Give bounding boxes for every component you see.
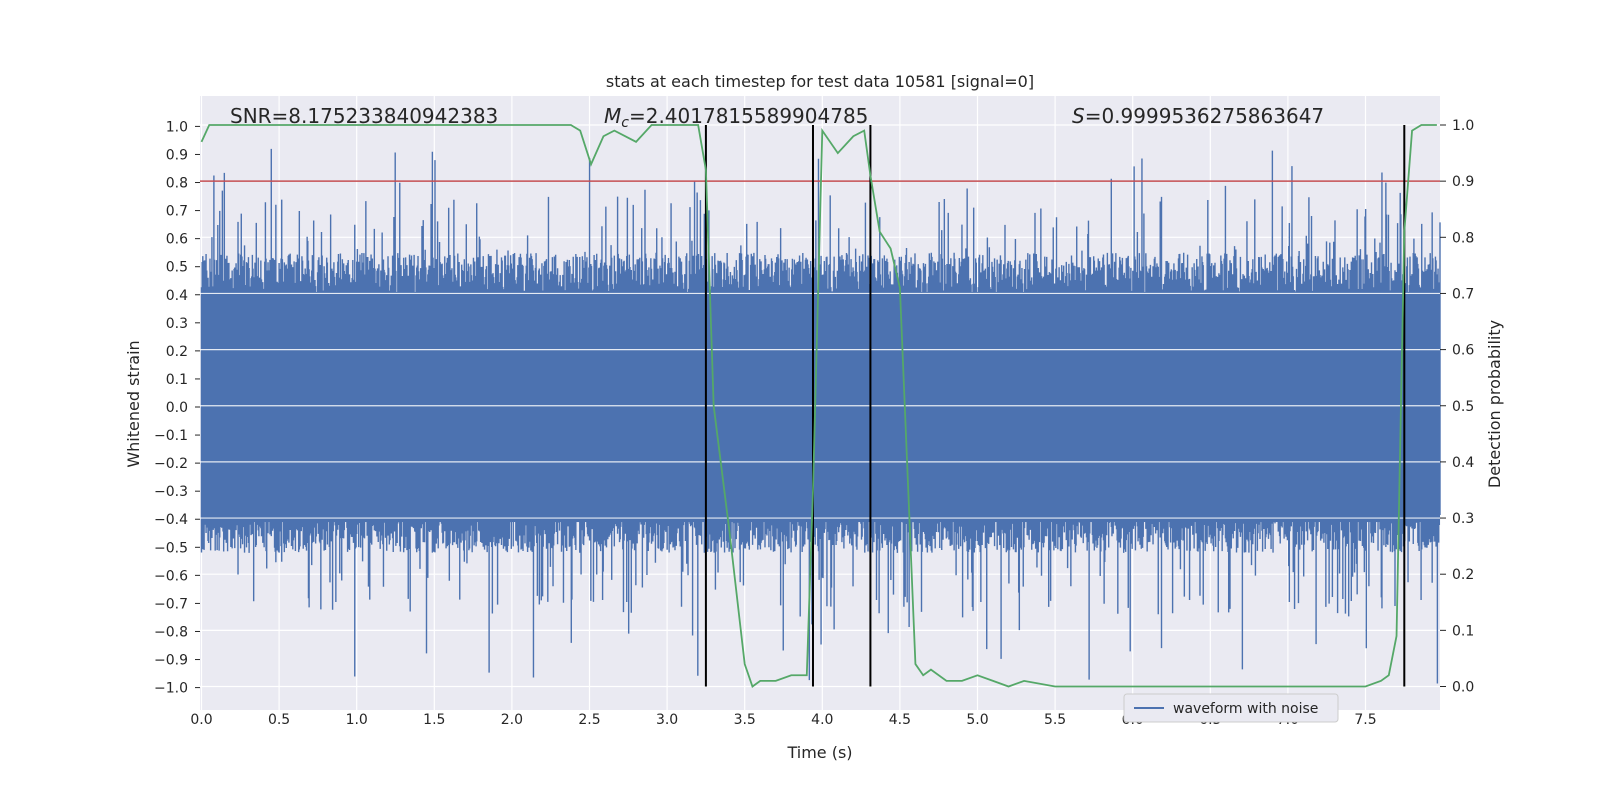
legend: waveform with noise [1123,693,1339,723]
x-tick-label: 1.0 [346,712,368,728]
x-tick-label: 0.5 [268,712,290,728]
y2-tick-label: 0.1 [1452,623,1474,639]
x-tick-label: 5.5 [1044,712,1066,728]
x-tick-label: 4.0 [811,712,833,728]
y-tick-label: −0.6 [154,568,188,584]
y2-tick-label: 0.3 [1452,511,1474,527]
x-tick-label: 5.0 [966,712,988,728]
y2-tick-label: 0.0 [1452,680,1474,696]
snr-annotation: SNR=8.175233840942383 [230,104,498,128]
y2-axis-label: Detection probability [1485,320,1504,488]
y-tick-label: −0.8 [154,624,188,640]
y2-tick-label: 0.6 [1452,343,1474,359]
x-ticks: 0.00.51.01.52.02.53.03.54.04.55.05.56.06… [190,712,1376,728]
legend-label: waveform with noise [1173,701,1318,717]
y2-tick-label: 0.5 [1452,399,1474,415]
y-tick-label: −0.9 [154,653,188,669]
y2-tick-label: 0.7 [1452,286,1474,302]
s-annotation: S=0.9999536275863647 [1072,104,1324,128]
y2-tick-label: 0.9 [1452,174,1474,190]
x-tick-label: 2.0 [501,712,523,728]
chirp-mass-annotation: Mc=2.4017815589904785 [604,104,868,131]
y-tick-label: 0.6 [166,232,188,248]
y-tick-label: 0.1 [166,372,188,388]
y-tick-label: 0.7 [166,204,188,220]
y2-tick-label: 0.8 [1452,230,1474,246]
x-tick-label: 3.0 [656,712,678,728]
x-tick-label: 2.5 [578,712,600,728]
x-tick-label: 4.5 [889,712,911,728]
y-tick-label: −0.7 [154,596,188,612]
y-tick-label: −1.0 [154,681,188,697]
y-tick-label: −0.1 [154,428,188,444]
chirp-mass-subscript: c [621,115,629,131]
s-symbol: S [1072,104,1085,128]
y-tick-label: 1.0 [166,119,188,135]
x-axis-label: Time (s) [786,743,852,762]
y2-ticks: 1.0 0.9 0.8 0.7 0.6 0.5 0.4 0.3 0.2 0.1 0.0 [1440,118,1474,696]
y-tick-label: −0.2 [154,456,188,472]
chirp-mass-symbol: M [604,104,621,128]
y-tick-label: 0.3 [166,316,188,332]
y-tick-label: 0.9 [166,147,188,163]
y-tick-label: −0.4 [154,512,188,528]
chirp-mass-value: =2.4017815589904785 [629,104,868,128]
y-tick-label: 0.2 [166,344,188,360]
y2-tick-label: 0.4 [1452,455,1474,471]
overlays [200,124,1440,688]
y-tick-label: 0.5 [166,260,188,276]
waveform-body [201,291,1440,523]
y2-tick-label: 1.0 [1452,118,1474,134]
legend-box [1123,693,1339,723]
x-tick-label: 1.5 [423,712,445,728]
detection-probability-line [200,124,1437,688]
x-tick-label: 7.5 [1354,712,1376,728]
y-tick-label: 0.0 [166,400,188,416]
x-tick-label: 3.5 [734,712,756,728]
y-tick-label: −0.5 [154,540,188,556]
s-value: =0.9999536275863647 [1085,104,1324,128]
x-tick-label: 0.0 [190,712,212,728]
y-tick-label: 0.4 [166,288,188,304]
waveform-series [200,148,1441,684]
y-tick-label: 0.8 [166,176,188,192]
y-ticks: 1.0 0.9 0.8 0.7 0.6 0.5 0.4 0.3 0.2 0.1 0.0 −0.1 −0.… [154,119,200,697]
y-tick-label: −0.3 [154,484,188,500]
chart-title: stats at each timestep for test data 105… [606,72,1034,91]
y2-tick-label: 0.2 [1452,567,1474,583]
y-axis-label: Whitened strain [124,340,143,467]
